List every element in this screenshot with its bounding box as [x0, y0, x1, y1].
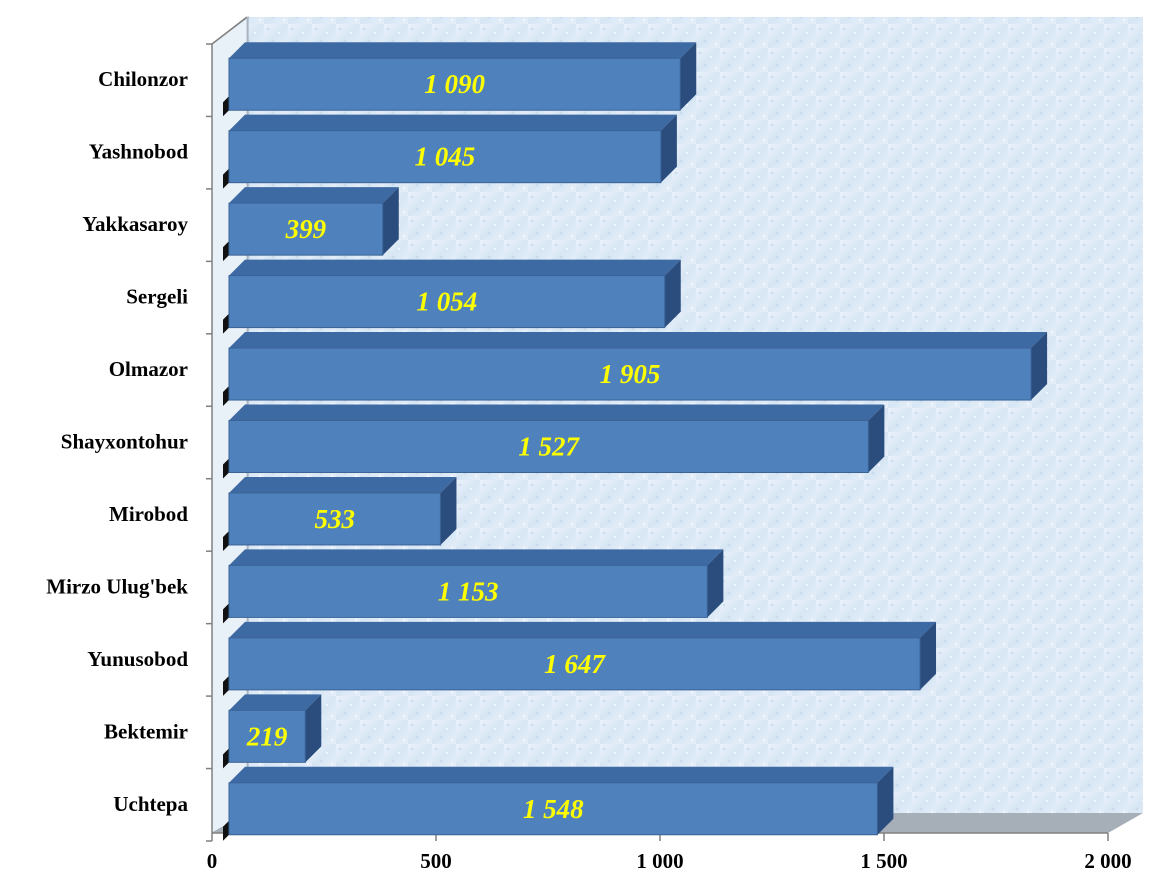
category-label: Mirobod	[109, 502, 188, 526]
category-label: Sergeli	[126, 285, 188, 309]
bar-value-label: 219	[246, 721, 288, 751]
bar	[223, 694, 322, 769]
bar-top-face	[229, 549, 724, 566]
category-label: Chilonzor	[98, 67, 188, 91]
bar-front-face	[228, 564, 708, 618]
bar	[223, 476, 457, 551]
bar-top-face	[229, 114, 677, 131]
bar-base	[223, 241, 229, 262]
x-tick-label: 2 000	[1084, 849, 1131, 873]
bar-side-face	[664, 259, 681, 328]
bar-front-face	[228, 492, 441, 546]
bar-front-face	[228, 275, 666, 329]
bar	[223, 549, 724, 624]
bar-base	[223, 748, 229, 769]
bar-value-label: 1 153	[438, 576, 499, 606]
category-label: Yashnobod	[89, 140, 189, 164]
bar-top-face	[229, 621, 937, 638]
bar	[223, 621, 937, 696]
category-label: Mirzo Ulug'bek	[46, 574, 188, 598]
x-tick-label: 0	[207, 849, 218, 873]
bar-top-face	[229, 404, 885, 421]
bar-front-face	[228, 57, 681, 111]
category-label: Shayxontohur	[61, 430, 188, 454]
bar-value-label: 1 647	[544, 649, 606, 679]
bar-top-face	[229, 259, 681, 276]
bar-value-label: 1 045	[415, 142, 476, 172]
bar-base	[223, 96, 229, 117]
bar-base	[223, 675, 229, 696]
bar-side-face	[680, 42, 697, 111]
category-label: Uchtepa	[113, 792, 188, 816]
bar	[223, 114, 677, 189]
bar-value-label: 1 548	[523, 794, 584, 824]
bar-side-face	[382, 187, 399, 256]
bar-front-face	[228, 130, 662, 184]
bar-front-face	[228, 782, 878, 836]
bar-base	[223, 386, 229, 407]
bar-side-face	[920, 621, 937, 690]
bar-base	[223, 458, 229, 479]
x-tick-label: 1 000	[636, 849, 683, 873]
bar-value-label: 1 527	[518, 432, 580, 462]
bar	[223, 259, 681, 334]
bar-top-face	[229, 766, 894, 783]
bar	[223, 42, 697, 117]
bar-top-face	[229, 332, 1048, 349]
bar-front-face	[228, 637, 921, 691]
bar-top-face	[229, 694, 322, 711]
category-label: Olmazor	[109, 357, 188, 381]
bar-front-face	[228, 202, 384, 256]
x-tick-label: 1 500	[860, 849, 907, 873]
bar-value-label: 1 054	[416, 287, 477, 317]
bar	[223, 404, 885, 479]
bar-top-face	[229, 42, 697, 59]
bar-front-face	[228, 420, 869, 473]
bar	[223, 187, 399, 262]
bar-value-label: 1 090	[424, 69, 485, 99]
bar-side-face	[877, 766, 894, 835]
bar-side-face	[660, 114, 677, 183]
x-tick-label: 500	[420, 849, 452, 873]
bar	[223, 332, 1048, 407]
bar-side-face	[1031, 332, 1048, 401]
bar-base	[223, 168, 229, 189]
category-label: Yunusobod	[87, 647, 188, 671]
bar-side-face	[868, 404, 885, 473]
wall-edge	[211, 16, 248, 45]
bar-side-face	[440, 476, 457, 545]
category-label: Bektemir	[104, 719, 188, 743]
bar-front-face	[228, 347, 1032, 401]
bar-top-face	[229, 476, 457, 493]
bar-value-label: 1 905	[600, 359, 661, 389]
bar-base	[223, 313, 229, 334]
bar-value-label: 399	[285, 214, 327, 244]
bar-base	[223, 530, 229, 551]
bar-base	[223, 603, 229, 624]
bar-front-face	[228, 709, 306, 763]
bar-top-face	[229, 187, 399, 204]
bar-base	[223, 820, 229, 841]
bar-side-face	[305, 694, 322, 763]
bar	[223, 766, 894, 841]
category-label: Yakkasaroy	[82, 212, 188, 236]
bar-value-label: 533	[314, 504, 355, 534]
bar-side-face	[707, 549, 724, 618]
